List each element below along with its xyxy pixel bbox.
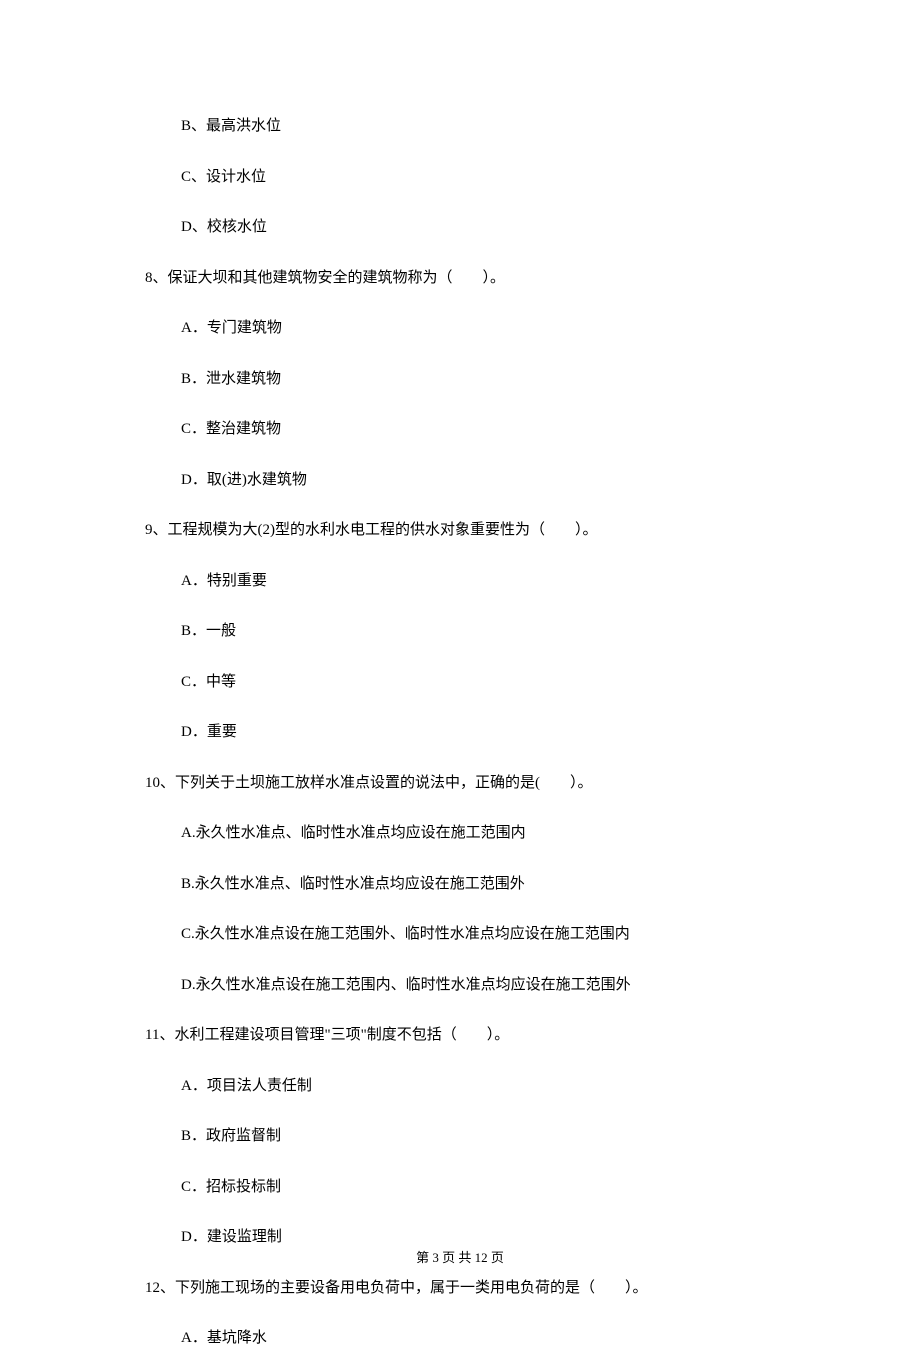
option-item: B.永久性水准点、临时性水准点均应设在施工范围外 bbox=[145, 873, 775, 896]
option-item: D、校核水位 bbox=[145, 216, 775, 239]
option-item: D．建设监理制 bbox=[145, 1226, 775, 1249]
option-item: D.永久性水准点设在施工范围内、临时性水准点均应设在施工范围外 bbox=[145, 974, 775, 997]
option-item: A．项目法人责任制 bbox=[145, 1075, 775, 1098]
option-item: D．取(进)水建筑物 bbox=[145, 469, 775, 492]
option-item: B、最高洪水位 bbox=[145, 115, 775, 138]
option-item: C．中等 bbox=[145, 671, 775, 694]
option-item: B．政府监督制 bbox=[145, 1125, 775, 1148]
option-item: C.永久性水准点设在施工范围外、临时性水准点均应设在施工范围内 bbox=[145, 923, 775, 946]
option-item: C．整治建筑物 bbox=[145, 418, 775, 441]
question-stem: 11、水利工程建设项目管理"三项"制度不包括（ ）。 bbox=[145, 1024, 775, 1047]
question-8: 8、保证大坝和其他建筑物安全的建筑物称为（ ）。 A．专门建筑物 B．泄水建筑物… bbox=[145, 267, 775, 492]
option-item: C、设计水位 bbox=[145, 166, 775, 189]
question-9: 9、工程规模为大(2)型的水利水电工程的供水对象重要性为（ ）。 A．特别重要 … bbox=[145, 519, 775, 744]
question-stem: 8、保证大坝和其他建筑物安全的建筑物称为（ ）。 bbox=[145, 267, 775, 290]
option-item: A．基坑降水 bbox=[145, 1327, 775, 1350]
question-stem: 12、下列施工现场的主要设备用电负荷中，属于一类用电负荷的是（ ）。 bbox=[145, 1277, 775, 1300]
option-item: A.永久性水准点、临时性水准点均应设在施工范围内 bbox=[145, 822, 775, 845]
option-item: B．一般 bbox=[145, 620, 775, 643]
option-item: A．专门建筑物 bbox=[145, 317, 775, 340]
question-12: 12、下列施工现场的主要设备用电负荷中，属于一类用电负荷的是（ ）。 A．基坑降… bbox=[145, 1277, 775, 1350]
option-item: B．泄水建筑物 bbox=[145, 368, 775, 391]
question-10: 10、下列关于土坝施工放样水准点设置的说法中，正确的是( ）。 A.永久性水准点… bbox=[145, 772, 775, 997]
document-content: B、最高洪水位 C、设计水位 D、校核水位 8、保证大坝和其他建筑物安全的建筑物… bbox=[0, 0, 920, 1350]
pre-options-block: B、最高洪水位 C、设计水位 D、校核水位 bbox=[145, 115, 775, 239]
question-11: 11、水利工程建设项目管理"三项"制度不包括（ ）。 A．项目法人责任制 B．政… bbox=[145, 1024, 775, 1249]
question-stem: 10、下列关于土坝施工放样水准点设置的说法中，正确的是( ）。 bbox=[145, 772, 775, 795]
question-stem: 9、工程规模为大(2)型的水利水电工程的供水对象重要性为（ ）。 bbox=[145, 519, 775, 542]
option-item: D．重要 bbox=[145, 721, 775, 744]
option-item: A．特别重要 bbox=[145, 570, 775, 593]
page-footer: 第 3 页 共 12 页 bbox=[0, 1248, 920, 1268]
option-item: C．招标投标制 bbox=[145, 1176, 775, 1199]
